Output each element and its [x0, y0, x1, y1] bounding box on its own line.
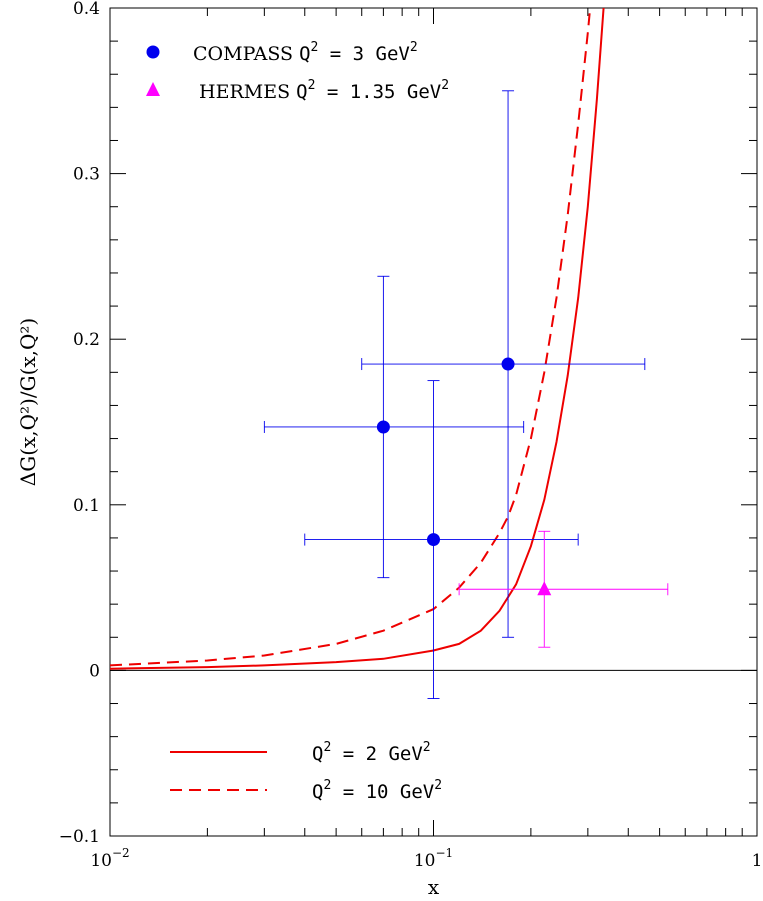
x-tick-label: 10−2: [90, 846, 129, 871]
y-tick-label: 0.3: [73, 165, 100, 185]
point-marker: [376, 420, 390, 434]
data-point-circle: [304, 380, 579, 700]
point-marker: [501, 357, 515, 371]
data-point-circle: [361, 90, 646, 638]
y-tick-label: 0.2: [73, 330, 100, 350]
legend-entry: HERMES Q2 = 1.35 GeV2: [146, 78, 449, 103]
y-tick-label: −0.1: [59, 827, 100, 847]
x-tick-label: 10−1: [414, 846, 453, 871]
y-axis-title: ΔG(x,Q²)/G(x,Q²): [16, 318, 40, 486]
legend-label: HERMES Q2 = 1.35 GeV2: [199, 78, 449, 103]
point-marker: [427, 533, 440, 547]
data-point-triangle: [458, 530, 669, 648]
series-line-q2-10: [110, 8, 592, 667]
y-tick-label: 0.1: [73, 496, 100, 516]
legend-marker-triangle: [146, 82, 160, 96]
legend: COMPASS Q2 = 3 GeV2 HERMES Q2 = 1.35 GeV2…: [146, 40, 449, 803]
legend-label: Q2 = 10 GeV2: [312, 778, 442, 803]
legend-label: COMPASS Q2 = 3 GeV2: [193, 40, 418, 65]
legend-entry: Q2 = 10 GeV2: [170, 778, 442, 803]
axis-labels: −0.1 0 0.1 0.2 0.3 0.4 10−2 10−1 1 x ΔG(x,Q²)/G(x,…: [16, 0, 762, 899]
legend-entry: Q2 = 2 GeV2: [170, 740, 431, 765]
x-axis-title: x: [428, 875, 440, 899]
legend-entry: COMPASS Q2 = 3 GeV2: [146, 40, 418, 65]
y-tick-label: 0.4: [73, 0, 100, 19]
data-layer: [110, 8, 669, 700]
point-marker: [537, 581, 552, 596]
legend-marker-circle: [146, 45, 160, 59]
x-tick-label: 1: [752, 851, 763, 871]
data-point-circle: [263, 275, 525, 579]
legend-label: Q2 = 2 GeV2: [312, 740, 431, 765]
axes: [109, 7, 758, 837]
y-tick-label: 0: [89, 661, 100, 681]
